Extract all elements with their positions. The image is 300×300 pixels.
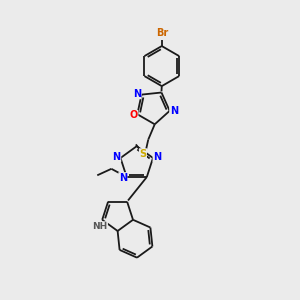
Text: N: N bbox=[112, 152, 121, 162]
Text: S: S bbox=[140, 149, 146, 159]
Text: O: O bbox=[130, 110, 138, 120]
Text: N: N bbox=[153, 152, 161, 162]
Text: Br: Br bbox=[156, 28, 168, 38]
Text: N: N bbox=[133, 89, 141, 99]
Text: N: N bbox=[119, 173, 127, 183]
Text: NH: NH bbox=[92, 222, 107, 231]
Text: N: N bbox=[170, 106, 178, 116]
